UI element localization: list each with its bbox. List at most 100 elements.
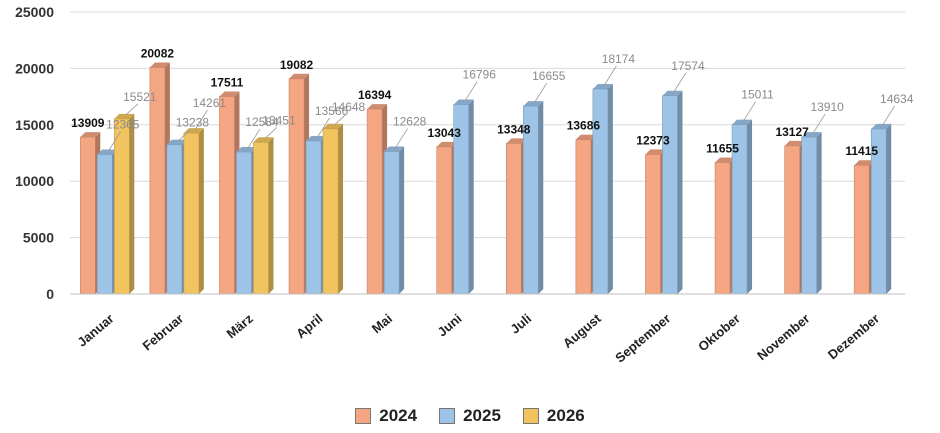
bar-side <box>607 83 613 294</box>
bar-top <box>523 101 544 107</box>
leader-line <box>247 128 261 149</box>
data-label: 12365 <box>106 118 140 132</box>
bar-front <box>79 136 96 295</box>
data-label: 13686 <box>567 119 601 133</box>
y-axis: 0 5000 10000 15000 20000 25000 <box>15 4 54 302</box>
bar-side <box>338 123 344 294</box>
bar-front <box>645 154 661 295</box>
legend: 2024 2025 2026 <box>0 406 940 426</box>
bar-front <box>801 136 817 295</box>
leader-line <box>178 129 191 141</box>
legend-swatch-2024 <box>355 408 372 424</box>
data-label: 12373 <box>636 133 670 147</box>
bar-2025-Dezember <box>870 123 892 295</box>
data-label: 20082 <box>141 46 175 60</box>
data-label: 16394 <box>358 88 392 102</box>
bar-top <box>219 91 240 97</box>
bar-2026-März <box>253 137 274 295</box>
data-label: 14261 <box>193 96 227 110</box>
data-label: 13910 <box>810 100 844 114</box>
bar-2025-September <box>662 90 683 295</box>
bar-top <box>715 157 736 163</box>
data-label: 19082 <box>280 58 314 72</box>
x-tick-label: Oktober <box>695 311 743 355</box>
bar-top <box>97 149 118 155</box>
bar-top <box>592 83 613 89</box>
data-label: 14648 <box>332 100 366 114</box>
data-label: 13238 <box>176 116 210 130</box>
leader-line <box>264 126 278 139</box>
bar-front <box>322 128 339 295</box>
data-label: 14634 <box>880 92 914 106</box>
bar-chart: 0 5000 10000 15000 20000 25000 13909 12365 1552… <box>15 4 914 365</box>
bar-top <box>253 137 274 143</box>
bar-side <box>816 132 822 294</box>
bar-front <box>236 151 252 295</box>
x-tick-label: Juni <box>435 311 465 340</box>
legend-item-2025: 2025 <box>439 406 501 426</box>
x-tick-label: März <box>224 310 257 341</box>
data-label: 11415 <box>845 144 878 158</box>
data-labels: 13909 12365 15521 20082 14261 13238 17511 12584… <box>71 46 914 158</box>
bar-front <box>166 144 183 295</box>
bar-top <box>801 132 822 138</box>
bar-top <box>80 132 101 138</box>
leader-line <box>125 103 139 116</box>
bar-front <box>784 145 800 295</box>
bar-2025-Oktober <box>731 119 753 295</box>
legend-label-2024: 2024 <box>379 406 418 425</box>
y-tick-label: 0 <box>46 286 54 302</box>
leader-line <box>743 101 756 121</box>
bar-2025-Mai <box>383 146 405 295</box>
bar-front <box>383 151 400 295</box>
leader-line <box>334 113 347 126</box>
bar-top <box>645 149 666 155</box>
data-label: 11655 <box>706 142 739 156</box>
bar-top <box>453 99 474 105</box>
x-tick-label: Februar <box>140 311 187 354</box>
bar-top <box>871 123 892 129</box>
bar-front <box>113 118 130 295</box>
bar-front <box>436 146 453 295</box>
leader-line <box>534 82 548 103</box>
legend-swatch-2025 <box>439 408 456 424</box>
x-tick-label: Mai <box>369 311 395 336</box>
leader-line <box>395 128 408 148</box>
legend-swatch-2026 <box>522 408 539 424</box>
bar-front <box>505 143 522 295</box>
data-label: 13566 <box>315 104 349 118</box>
bar-side <box>468 99 474 294</box>
bar-top <box>367 104 388 110</box>
bar-top <box>149 62 170 68</box>
bar-front <box>183 132 200 295</box>
bar-front <box>853 164 870 295</box>
data-label: 16796 <box>463 68 497 82</box>
bar-top <box>732 119 753 125</box>
bar-2025-Juli <box>522 101 544 295</box>
bar-top <box>384 146 405 152</box>
leader-line <box>108 131 122 151</box>
bar-front <box>253 141 269 295</box>
bar-2025-Juni <box>453 99 474 295</box>
y-tick-label: 25000 <box>15 4 54 20</box>
bar-side <box>268 137 274 294</box>
data-label: 13348 <box>497 122 531 136</box>
leader-line <box>317 117 330 138</box>
leader-line <box>673 72 687 92</box>
bar-top <box>784 140 805 146</box>
x-tick-label: August <box>560 310 604 351</box>
legend-label-2025: 2025 <box>463 406 501 425</box>
bar-side <box>747 119 753 294</box>
x-tick-label: November <box>754 311 812 363</box>
data-label: 17511 <box>211 75 244 89</box>
data-label: 13451 <box>262 113 296 127</box>
y-tick-label: 15000 <box>15 117 54 133</box>
data-label: 12628 <box>393 115 427 129</box>
bar-front <box>575 139 592 295</box>
x-tick-label: April <box>293 311 325 342</box>
data-label: 13909 <box>71 116 105 130</box>
bar-side <box>198 128 204 294</box>
bar-front <box>219 96 235 295</box>
bar-2026-April <box>322 123 344 295</box>
bar-side <box>677 90 683 294</box>
